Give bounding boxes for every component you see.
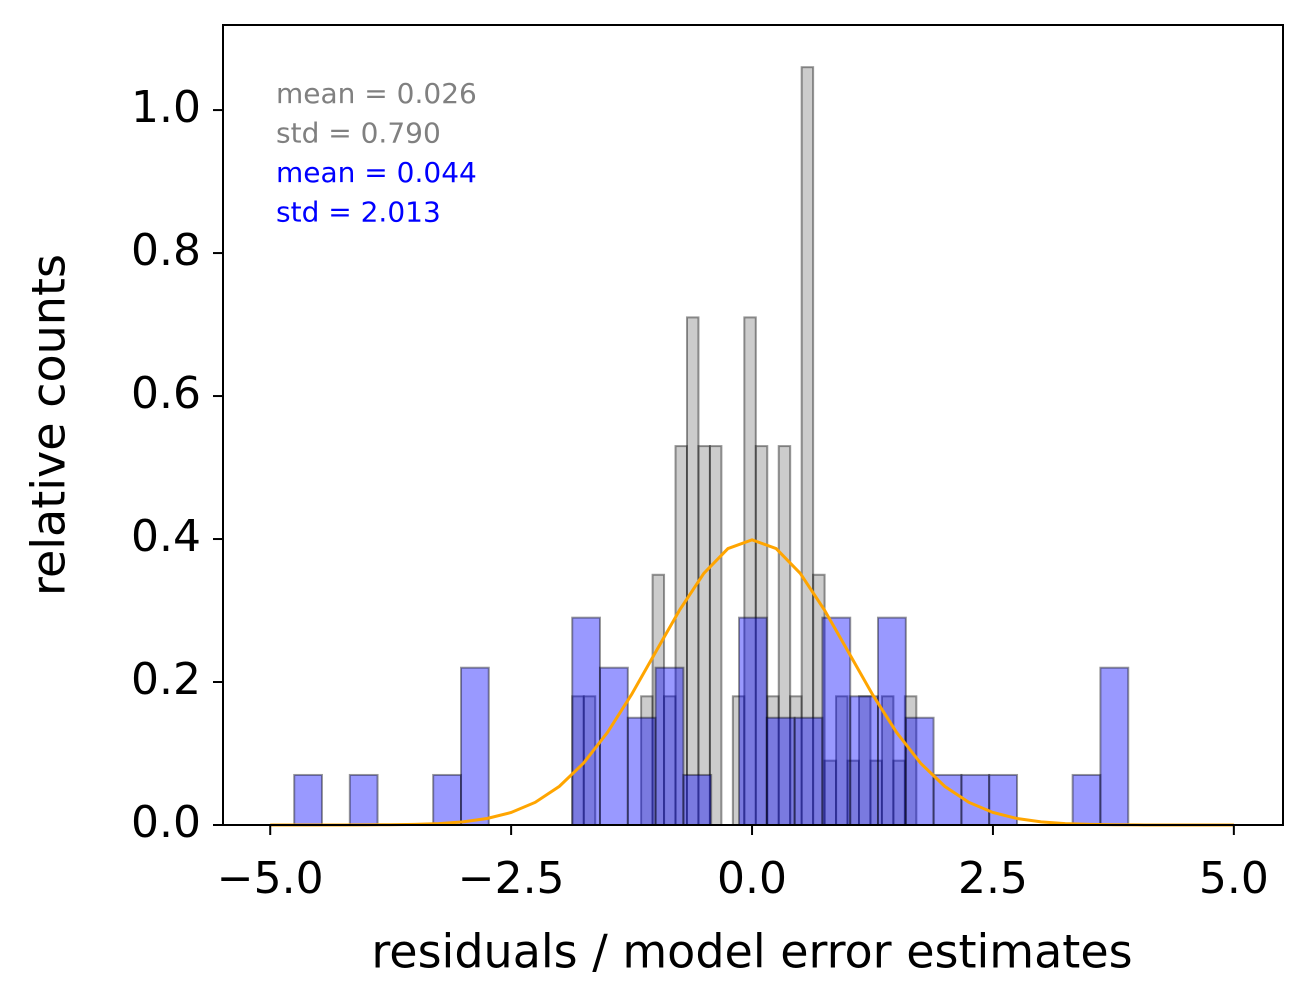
y-tick-label: 0.0: [131, 797, 201, 848]
histogram-bar: [293, 773, 323, 827]
annotation: std = 0.790: [276, 117, 441, 150]
y-tick-label: 0.6: [131, 368, 201, 419]
histogram-bar: [800, 66, 815, 826]
histogram-bar: [1071, 773, 1102, 827]
histogram-bar: [765, 716, 796, 827]
histogram-bar: [821, 616, 852, 827]
x-tick-label: 0.0: [717, 853, 787, 904]
y-tick-label: 0.8: [131, 225, 201, 276]
x-tick-label: −5.0: [217, 853, 324, 904]
histogram-bar: [654, 666, 685, 827]
histogram-bar: [348, 773, 379, 827]
fit-curve: [270, 538, 1234, 827]
y-tick-label: 0.2: [131, 654, 201, 705]
histogram-bar: [571, 616, 601, 827]
y-tick-label: 1.0: [131, 82, 201, 133]
histogram-bar: [738, 616, 768, 827]
y-axis-label: relative counts: [22, 254, 76, 596]
histogram-bar: [598, 666, 629, 827]
x-tick-label: −2.5: [458, 853, 565, 904]
histogram-bar: [849, 695, 879, 826]
histogram-bar: [793, 716, 824, 827]
annotation: std = 2.013: [276, 196, 441, 229]
x-axis-label: residuals / model error estimates: [371, 925, 1132, 979]
histogram-bar: [708, 445, 723, 826]
y-tick-label: 0.4: [131, 511, 201, 562]
histogram-bar: [685, 316, 700, 826]
histogram-bar: [1099, 666, 1130, 827]
histogram-bar: [460, 666, 490, 827]
histogram-bar: [876, 616, 907, 827]
histogram-bar: [682, 773, 713, 827]
histogram-bar: [960, 773, 991, 827]
annotation: mean = 0.026: [276, 77, 477, 110]
histogram-bar: [697, 445, 711, 826]
histogram-bar: [626, 716, 657, 827]
annotation: mean = 0.044: [276, 156, 477, 189]
x-tick-label: 5.0: [1199, 853, 1269, 904]
histogram-bar: [432, 773, 463, 827]
histogram-bar: [932, 773, 963, 827]
x-tick-label: 2.5: [958, 853, 1028, 904]
